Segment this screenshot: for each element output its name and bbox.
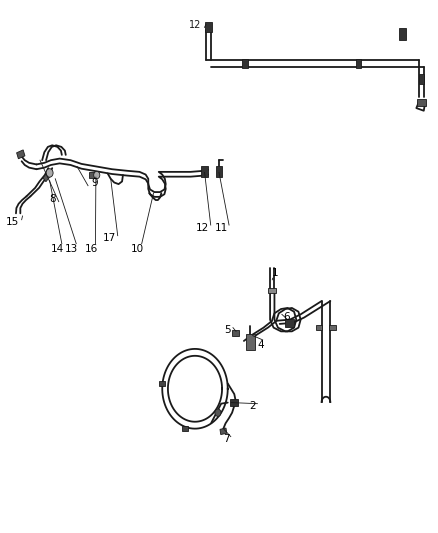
Text: 10: 10 xyxy=(131,244,144,254)
Text: 15: 15 xyxy=(6,217,20,228)
Text: 13: 13 xyxy=(65,244,78,254)
Bar xyxy=(417,99,426,107)
Text: 2: 2 xyxy=(250,401,256,411)
Bar xyxy=(232,330,239,336)
Circle shape xyxy=(46,168,53,177)
Bar xyxy=(89,172,95,177)
Bar xyxy=(17,150,25,159)
Bar xyxy=(316,325,322,330)
Bar xyxy=(159,381,165,386)
Bar xyxy=(399,28,406,40)
Bar xyxy=(43,173,50,182)
Text: 8: 8 xyxy=(49,194,56,204)
Bar xyxy=(215,166,223,176)
Bar xyxy=(201,166,208,176)
Text: 4: 4 xyxy=(257,340,264,350)
Bar xyxy=(205,22,212,32)
Bar xyxy=(268,288,276,293)
Text: 6: 6 xyxy=(283,312,290,322)
Text: 7: 7 xyxy=(223,434,230,445)
Text: 11: 11 xyxy=(215,223,228,233)
Bar xyxy=(356,59,361,68)
Bar xyxy=(182,426,188,431)
Bar xyxy=(220,428,227,434)
Circle shape xyxy=(215,409,221,416)
Bar xyxy=(329,325,336,330)
Text: 5: 5 xyxy=(224,325,231,335)
Text: 16: 16 xyxy=(85,244,98,254)
Text: 12: 12 xyxy=(189,20,201,30)
Bar xyxy=(246,334,255,350)
Text: 1: 1 xyxy=(272,268,278,278)
Text: 9: 9 xyxy=(91,177,98,188)
Text: 14: 14 xyxy=(51,244,64,254)
Bar xyxy=(242,59,248,68)
Text: 17: 17 xyxy=(102,233,116,244)
Bar xyxy=(286,319,294,327)
Circle shape xyxy=(94,171,100,179)
Bar xyxy=(419,74,424,84)
Text: 12: 12 xyxy=(196,223,209,233)
Bar xyxy=(230,399,238,406)
